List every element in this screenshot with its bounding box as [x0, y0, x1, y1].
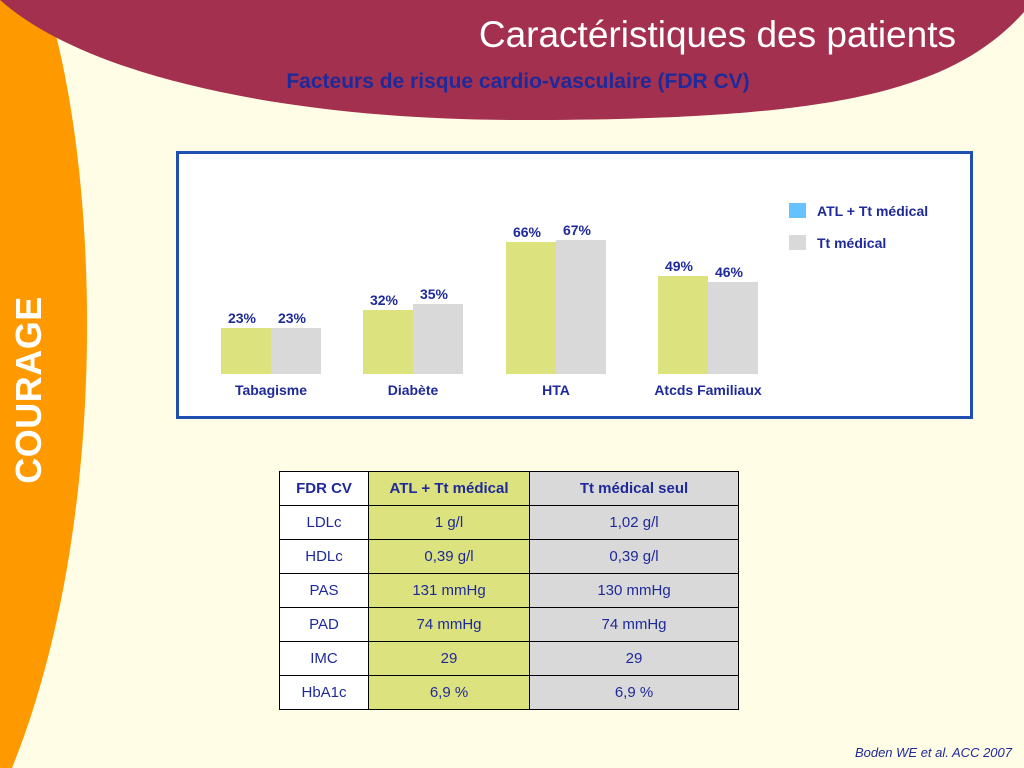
risk-factor-table: FDR CV ATL + Tt médical Tt médical seul …	[279, 471, 739, 710]
category-label: Atcds Familiaux	[654, 382, 762, 398]
slide-subtitle: Facteurs de risque cardio-vasculaire (FD…	[286, 70, 750, 93]
bar-1	[506, 242, 556, 374]
table-cell: 6,9 %	[368, 675, 530, 710]
table-cell: 29	[529, 641, 739, 676]
table-cell: HbA1c	[279, 675, 369, 710]
header-banner	[0, 0, 1024, 120]
table-cell: 29	[368, 641, 530, 676]
table-cell: 0,39 g/l	[529, 539, 739, 574]
table-cell: 131 mmHg	[368, 573, 530, 608]
table-cell: 74 mmHg	[529, 607, 739, 642]
sidebar-band	[0, 0, 88, 768]
bar-2	[413, 304, 463, 374]
table-cell: 1,02 g/l	[529, 505, 739, 540]
table-cell: HDLc	[279, 539, 369, 574]
table-header-fdr: FDR CV	[279, 471, 369, 506]
table-cell: 1 g/l	[368, 505, 530, 540]
legend-label: Tt médical	[817, 235, 886, 251]
table-row: PAD 74 mmHg 74 mmHg	[279, 607, 739, 642]
table-row: IMC 29 29	[279, 641, 739, 676]
table-row: HDLc 0,39 g/l 0,39 g/l	[279, 539, 739, 574]
table-cell: 0,39 g/l	[368, 539, 530, 574]
table-row: PAS 131 mmHg 130 mmHg	[279, 573, 739, 608]
bar-1	[221, 328, 271, 374]
bar-data-label: 46%	[715, 264, 744, 280]
table-cell: 6,9 %	[529, 675, 739, 710]
table-row: HbA1c 6,9 % 6,9 %	[279, 675, 739, 710]
bar-data-label: 67%	[563, 222, 592, 238]
category-label: Diabète	[388, 382, 439, 398]
bar-data-label: 66%	[513, 224, 542, 240]
table-cell: PAD	[279, 607, 369, 642]
bar-1	[658, 276, 708, 374]
table-header-atl: ATL + Tt médical	[368, 471, 530, 506]
bar-2	[708, 282, 758, 374]
study-name-label: COURAGE	[8, 296, 49, 484]
bar-2	[556, 240, 606, 374]
slide-title: Caractéristiques des patients	[478, 14, 956, 55]
citation: Boden WE et al. ACC 2007	[854, 745, 1012, 760]
bar-data-label: 23%	[278, 310, 307, 326]
legend-label: ATL + Tt médical	[817, 203, 928, 219]
bar-2	[271, 328, 321, 374]
bar-chart: 23% 23% Tabagisme 32% 35% Diabète 66% 67% HTA 49%…	[221, 203, 928, 398]
category-label: HTA	[542, 382, 570, 398]
table-header-row: FDR CV ATL + Tt médical Tt médical seul	[279, 471, 739, 506]
bar-data-label: 49%	[665, 258, 694, 274]
table-cell: LDLc	[279, 505, 369, 540]
legend-swatch	[789, 203, 806, 218]
category-label: Tabagisme	[235, 382, 307, 398]
table-cell: 74 mmHg	[368, 607, 530, 642]
table-row: LDLc 1 g/l 1,02 g/l	[279, 505, 739, 540]
bar-data-label: 35%	[420, 286, 449, 302]
bar-data-label: 32%	[370, 292, 399, 308]
bar-chart-panel: 23% 23% Tabagisme 32% 35% Diabète 66% 67% HTA 49%…	[176, 151, 973, 419]
bar-data-label: 23%	[228, 310, 257, 326]
legend-swatch	[789, 235, 806, 250]
table-cell: PAS	[279, 573, 369, 608]
bar-1	[363, 310, 413, 374]
table-cell: 130 mmHg	[529, 573, 739, 608]
table-cell: IMC	[279, 641, 369, 676]
table-header-tt: Tt médical seul	[529, 471, 739, 506]
